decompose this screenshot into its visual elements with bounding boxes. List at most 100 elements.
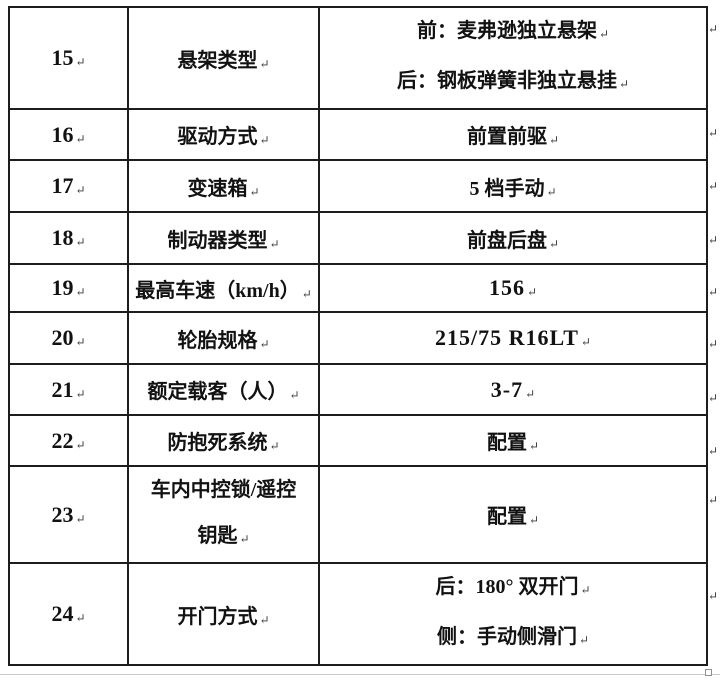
spec-name-cell[interactable]: 车内中控锁/遥控 钥匙 ↵	[127, 465, 320, 564]
row-end-paragraph-mark-icon: ↵	[708, 391, 719, 405]
paragraph-mark-icon: ↵	[269, 439, 280, 453]
row-number: 18	[51, 225, 74, 250]
row-number: 21	[51, 376, 74, 402]
spec-name-cell[interactable]: 最高车速（km/h） ↵	[127, 263, 320, 313]
spec-value-cell[interactable]: 前：麦弗逊独立悬架 ↵ 后：钢板弹簧非独立悬挂 ↵	[318, 6, 708, 110]
spec-value: 3-7	[490, 376, 524, 402]
spec-value: 156	[488, 275, 525, 300]
paragraph-mark-icon: ↵	[548, 133, 560, 147]
table-row: 24 ↵ 开门方式 ↵ 后：180° 双开门 ↵ 侧：手动侧滑门 ↵	[8, 562, 708, 666]
spec-value: 5 档手动	[469, 177, 545, 200]
row-number: 19	[51, 275, 74, 300]
row-end-paragraph-mark-icon: ↵	[708, 233, 719, 247]
spec-name: 驱动方式	[177, 126, 258, 148]
spec-value-cell[interactable]: 前置前驱 ↵	[318, 108, 708, 161]
table-row: 19 ↵ 最高车速（km/h） ↵ 156 ↵	[8, 263, 708, 313]
spec-name: 防抱死系统	[167, 432, 268, 454]
paragraph-mark-icon: ↵	[75, 131, 86, 146]
spec-value: 215/75 R16LT	[435, 325, 579, 350]
spec-name: 轮胎规格	[177, 329, 258, 352]
paragraph-mark-icon: ↵	[598, 27, 610, 41]
table-resize-handle[interactable]	[705, 669, 712, 676]
spec-value-cell[interactable]: 后：180° 双开门 ↵ 侧：手动侧滑门 ↵	[318, 562, 708, 666]
spec-name: 最高车速（km/h）	[135, 279, 300, 302]
row-number: 22	[51, 427, 74, 453]
spec-name-cell[interactable]: 防抱死系统 ↵	[127, 414, 320, 467]
paragraph-mark-icon: ↵	[259, 56, 270, 71]
table-row: 21 ↵ 额定载客（人） ↵ 3-7 ↵	[8, 363, 708, 416]
paragraph-mark-icon: ↵	[75, 386, 86, 401]
row-number-cell[interactable]: 23 ↵	[8, 465, 129, 564]
row-number-cell[interactable]: 15 ↵	[8, 6, 129, 110]
spec-value-cell[interactable]: 156 ↵	[318, 263, 708, 313]
spec-name-cell[interactable]: 额定载客（人） ↵	[127, 363, 320, 416]
spec-value-cell[interactable]: 215/75 R16LT ↵	[318, 311, 708, 365]
paragraph-mark-icon: ↵	[548, 236, 560, 251]
paragraph-mark-icon: ↵	[578, 633, 590, 647]
spec-value-cell[interactable]: 配置 ↵	[318, 414, 708, 467]
paragraph-mark-icon: ↵	[75, 437, 86, 452]
row-number-cell[interactable]: 22 ↵	[8, 414, 129, 467]
spec-value-line: 侧：手动侧滑门	[436, 626, 577, 648]
spec-value-cell[interactable]: 5 档手动 ↵	[318, 159, 708, 213]
paragraph-mark-icon: ↵	[75, 611, 86, 625]
paragraph-mark-icon: ↵	[528, 513, 540, 527]
row-number-cell[interactable]: 20 ↵	[8, 311, 129, 365]
row-number: 24	[51, 601, 74, 626]
paragraph-mark-icon: ↵	[301, 286, 312, 301]
row-end-paragraph-mark-icon: ↵	[708, 444, 719, 458]
spec-value: 前置前驱	[466, 126, 547, 148]
paragraph-mark-icon: ↵	[546, 184, 557, 199]
spec-name: 开门方式	[177, 605, 258, 628]
table-row: 22 ↵ 防抱死系统 ↵ 配置 ↵	[8, 414, 708, 467]
spec-value: 前盘后盘	[466, 229, 547, 252]
paragraph-mark-icon: ↵	[580, 335, 591, 349]
paragraph-mark-icon: ↵	[75, 335, 86, 349]
table-row: 16 ↵ 驱动方式 ↵ 前置前驱 ↵	[8, 108, 708, 161]
page-divider-line	[0, 674, 720, 675]
table-row: 18 ↵ 制动器类型 ↵ 前盘后盘 ↵	[8, 211, 708, 265]
paragraph-mark-icon: ↵	[75, 183, 86, 197]
row-number: 23	[51, 501, 74, 527]
row-end-paragraph-mark-icon: ↵	[708, 22, 719, 36]
row-number-cell[interactable]: 16 ↵	[8, 108, 129, 161]
spec-name-line: 车内中控锁/遥控	[150, 479, 297, 501]
spec-value: 配置	[486, 432, 527, 454]
row-end-paragraph-mark-icon: ↵	[708, 179, 719, 193]
row-end-paragraph-mark-icon: ↵	[708, 126, 719, 140]
spec-value-cell[interactable]: 3-7 ↵	[318, 363, 708, 416]
paragraph-mark-icon: ↵	[528, 439, 540, 453]
table-row: 20 ↵ 轮胎规格 ↵ 215/75 R16LT ↵	[8, 311, 708, 365]
spec-name-cell[interactable]: 制动器类型 ↵	[127, 211, 320, 265]
row-number-cell[interactable]: 21 ↵	[8, 363, 129, 416]
spec-name-cell[interactable]: 开门方式 ↵	[127, 562, 320, 666]
row-end-paragraph-mark-icon: ↵	[708, 285, 719, 299]
paragraph-mark-icon: ↵	[75, 285, 86, 299]
table-row: 17 ↵ 变速箱 ↵ 5 档手动 ↵	[8, 159, 708, 213]
spec-name-line: 钥匙	[197, 525, 238, 547]
paragraph-mark-icon: ↵	[526, 285, 538, 299]
spec-name-cell[interactable]: 悬架类型 ↵	[127, 6, 320, 110]
paragraph-mark-icon: ↵	[618, 77, 630, 91]
spec-value-line: 后：钢板弹簧非独立悬挂	[396, 70, 617, 92]
row-number-cell[interactable]: 18 ↵	[8, 211, 129, 265]
row-number-cell[interactable]: 17 ↵	[8, 159, 129, 213]
row-number-cell[interactable]: 24 ↵	[8, 562, 129, 666]
spec-name: 悬架类型	[177, 49, 258, 72]
spec-name: 变速箱	[187, 177, 248, 200]
paragraph-mark-icon: ↵	[75, 55, 86, 69]
row-number: 16	[51, 121, 74, 147]
row-number: 20	[51, 325, 74, 350]
spec-value-cell[interactable]: 配置 ↵	[318, 465, 708, 564]
paragraph-mark-icon: ↵	[580, 583, 591, 597]
row-number-cell[interactable]: 19 ↵	[8, 263, 129, 313]
paragraph-mark-icon: ↵	[289, 388, 300, 402]
spec-value-cell[interactable]: 前盘后盘 ↵	[318, 211, 708, 265]
spec-name-cell[interactable]: 轮胎规格 ↵	[127, 311, 320, 365]
paragraph-mark-icon: ↵	[269, 236, 280, 251]
spec-name-cell[interactable]: 驱动方式 ↵	[127, 108, 320, 161]
row-end-paragraph-mark-icon: ↵	[708, 337, 719, 351]
spec-name-cell[interactable]: 变速箱 ↵	[127, 159, 320, 213]
paragraph-mark-icon: ↵	[239, 532, 250, 546]
paragraph-mark-icon: ↵	[75, 511, 86, 526]
